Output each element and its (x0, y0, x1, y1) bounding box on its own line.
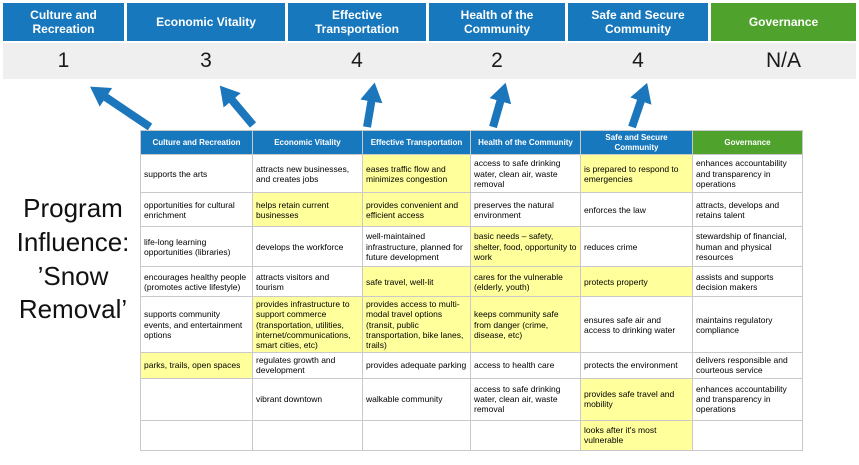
category-header-5: Governance (711, 3, 856, 41)
matrix-header-1: Economic Vitality (252, 129, 363, 156)
matrix-cell: delivers responsible and courteous servi… (692, 352, 803, 379)
matrix-cell (252, 419, 363, 451)
page-title: Program Influence: ’Snow Removal’ (4, 192, 142, 327)
score-value-3: 2 (491, 49, 503, 72)
matrix-row-5: parks, trails, open spaces regulates grow… (140, 352, 803, 379)
category-header-4: Safe and Secure Community (568, 3, 708, 41)
matrix-cell: well-maintained infrastructure, planned … (362, 226, 471, 268)
score-value-2: 4 (351, 49, 363, 72)
matrix-row-6: vibrant downtown walkable community access… (140, 377, 803, 421)
matrix-cell: reduces crime (580, 226, 693, 268)
category-header-3: Health of the Community (429, 3, 565, 41)
matrix-row-0: supports the arts attracts new businesses… (140, 154, 803, 194)
up-arrow-icon (360, 82, 383, 128)
matrix-cell: preserves the natural environment (470, 192, 581, 228)
matrix-row-1: opportunities for cultural enrichment hel… (140, 192, 803, 228)
score-value-0: 1 (57, 49, 70, 72)
matrix-header-row: Culture and Recreation Economic Vitality E… (140, 129, 803, 156)
score-value-4: 4 (632, 49, 644, 72)
category-header-0: Culture and Recreation (3, 3, 124, 41)
page-title-line: ’Snow (37, 260, 109, 291)
matrix-row-3: encourages healthy people (promotes acti… (140, 266, 803, 298)
page-title-line: Program (23, 193, 123, 223)
matrix-cell: vibrant downtown (252, 377, 363, 421)
score-row: 1 3 4 2 4 N/A (3, 43, 856, 79)
matrix-cell: enforces the law (580, 192, 693, 228)
matrix-cell: enhances accountability and transparency… (692, 154, 803, 194)
category-header-1: Economic Vitality (127, 3, 285, 41)
matrix-header-3: Health of the Community (470, 129, 581, 156)
matrix-cell: provides adequate parking (362, 352, 471, 379)
up-arrow-icon (219, 85, 257, 128)
matrix-cell: cares for the vulnerable (elderly, youth… (470, 266, 581, 298)
matrix-body: supports the arts attracts new businesses… (140, 154, 803, 451)
matrix-cell: regulates growth and development (252, 352, 363, 379)
score-value-1: 3 (200, 49, 212, 72)
category-header-2: Effective Transportation (288, 3, 426, 41)
matrix-cell: access to safe drinking water, clean air… (470, 154, 581, 194)
matrix-header-5: Governance (692, 129, 803, 156)
matrix-cell: opportunities for cultural enrichment (140, 192, 253, 228)
matrix-cell: life-long learning opportunities (librar… (140, 226, 253, 268)
matrix-row-2: life-long learning opportunities (librar… (140, 226, 803, 268)
category-header-row: Culture and Recreation Economic Vitality E… (3, 3, 856, 41)
matrix-cell: access to safe drinking water, clean air… (470, 377, 581, 421)
score-value-5: N/A (765, 49, 801, 72)
matrix-header-4: Safe and Secure Community (580, 129, 693, 156)
matrix-cell: access to health care (470, 352, 581, 379)
matrix-cell: maintains regulatory compliance (692, 296, 803, 354)
up-arrow-icon (90, 86, 153, 131)
matrix-cell: safe travel, well-lit (362, 266, 471, 298)
matrix-cell: provides safe travel and mobility (580, 377, 693, 421)
matrix-cell: protects property (580, 266, 693, 298)
page-title-line: Removal’ (18, 294, 128, 325)
matrix-cell: attracts new businesses, and creates job… (252, 154, 363, 194)
matrix-cell (470, 419, 581, 451)
up-arrow-icon (489, 82, 512, 129)
matrix-cell: develops the workforce (252, 226, 363, 268)
matrix-cell (140, 419, 253, 451)
matrix-cell: attracts visitors and tourism (252, 266, 363, 298)
matrix-cell: parks, trails, open spaces (140, 352, 253, 379)
matrix-row-4: supports community events, and entertain… (140, 296, 803, 354)
matrix-cell: looks after it's most vulnerable (580, 419, 693, 451)
matrix-cell: provides infrastructure to support comme… (252, 296, 363, 354)
matrix-cell: eases traffic flow and minimizes congest… (362, 154, 471, 194)
matrix-cell: ensures safe air and access to drinking … (580, 296, 693, 354)
matrix-row-7: looks after it's most vulnerable (140, 419, 803, 451)
matrix-cell: attracts, develops and retains talent (692, 192, 803, 228)
matrix-cell: supports the arts (140, 154, 253, 194)
matrix-cell: keeps community safe from danger (crime,… (470, 296, 581, 354)
matrix-cell (362, 419, 471, 451)
matrix-cell: enhances accountability and transparency… (692, 377, 803, 421)
matrix-cell: encourages healthy people (promotes acti… (140, 266, 253, 298)
matrix-cell: walkable community (362, 377, 471, 421)
matrix-cell: provides convenient and efficient access (362, 192, 471, 228)
matrix-cell: helps retain current businesses (252, 192, 363, 228)
page-title-line: Influence: (16, 226, 130, 257)
matrix-cell: stewardship of financial, human and phys… (692, 226, 803, 268)
matrix-header-0: Culture and Recreation (140, 129, 253, 156)
matrix-cell: assists and supports decision makers (692, 266, 803, 298)
matrix-cell: provides access to multi-modal travel op… (362, 296, 471, 354)
matrix-cell (140, 377, 253, 421)
matrix-header-2: Effective Transportation (362, 129, 471, 156)
matrix-cell: is prepared to respond to emergencies (580, 154, 693, 194)
matrix-cell: basic needs – safety, shelter, food, opp… (470, 226, 581, 268)
matrix-cell: protects the environment (580, 352, 693, 379)
matrix-cell (692, 419, 803, 451)
matrix-cell: supports community events, and entertain… (140, 296, 253, 354)
up-arrow-icon (628, 82, 652, 129)
matrix-table: Culture and Recreation Economic Vitality E… (140, 129, 803, 451)
